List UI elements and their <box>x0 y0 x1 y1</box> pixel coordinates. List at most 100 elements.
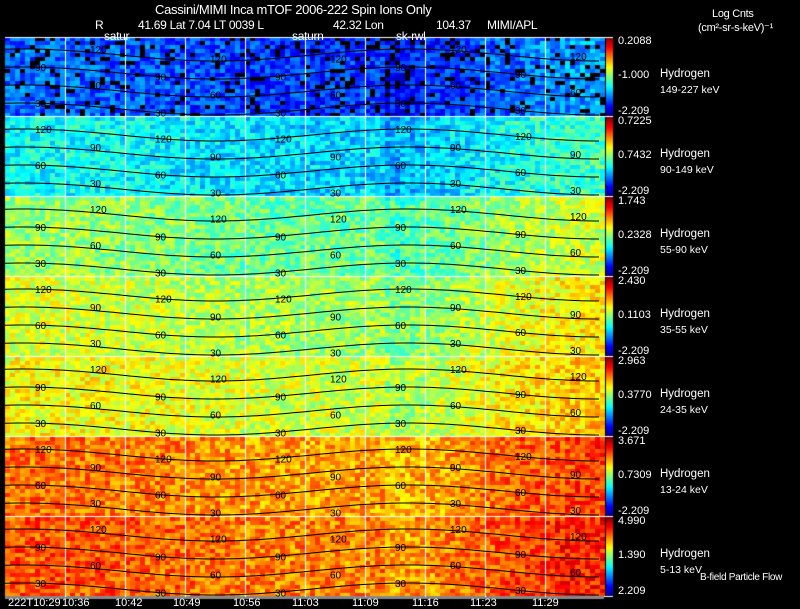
colorbar-max: 2.963 <box>618 355 646 367</box>
colorbar-max: 2.430 <box>618 275 646 287</box>
contour-label: 120 <box>155 454 172 465</box>
colorbar-mid: -1.000 <box>618 69 650 81</box>
contour-label: 30 <box>515 586 527 597</box>
colorbar-max: 1.743 <box>618 195 646 207</box>
contour-label: 30 <box>450 499 462 510</box>
contour-label: 90 <box>275 232 287 243</box>
contour-label: 90 <box>155 552 167 563</box>
contour-label: 60 <box>330 90 342 101</box>
contour-label: 60 <box>210 410 222 421</box>
contour-label: 60 <box>395 481 407 492</box>
contour-label: 120 <box>90 45 107 56</box>
contour-label: 90 <box>35 543 47 554</box>
contour-label: 90 <box>275 72 287 83</box>
contour-line-30 <box>5 343 599 355</box>
contour-line-60 <box>5 245 599 257</box>
contour-label: 60 <box>155 330 167 341</box>
panel-species: Hydrogen <box>660 148 710 160</box>
contour-label: 30 <box>35 419 47 430</box>
contour-label: 120 <box>330 214 347 225</box>
contour-line-90 <box>5 467 599 479</box>
contour-label: 90 <box>330 312 342 323</box>
plot-title: Cassini/MIMI Inca mTOF 2006-222 Spin Ion… <box>155 2 432 17</box>
contour-line-90 <box>5 147 599 159</box>
contour-label: 120 <box>275 134 292 145</box>
contour-line-30 <box>5 423 599 435</box>
contour-label: 90 <box>275 392 287 403</box>
contour-label: 60 <box>330 410 342 421</box>
contour-label: 30 <box>515 426 527 437</box>
x-tick-label: 10:49 <box>173 597 201 609</box>
contour-label: 60 <box>395 161 407 172</box>
contour-line-30 <box>5 103 599 115</box>
colorbar-mid: 0.7309 <box>618 469 652 481</box>
contour-label: 30 <box>275 588 287 599</box>
contour-line-120 <box>5 49 599 61</box>
panel-species: Hydrogen <box>660 228 710 240</box>
panel-energy: 13-24 keV <box>660 484 708 496</box>
contour-label: 120 <box>330 54 347 65</box>
contour-label: 30 <box>35 579 47 590</box>
contour-label: 30 <box>90 179 102 190</box>
contour-line-30 <box>5 263 599 275</box>
contour-label: 90 <box>90 143 102 154</box>
contour-line-120 <box>5 369 599 381</box>
contour-label: 120 <box>35 445 52 456</box>
panel-species: Hydrogen <box>660 468 710 480</box>
x-tick-label: 10:56 <box>233 597 261 609</box>
contour-label: 90 <box>90 303 102 314</box>
colorbar-mid: 0.7432 <box>618 149 652 161</box>
contour-label: 60 <box>570 408 582 419</box>
contour-label: 30 <box>515 106 527 117</box>
contour-label: 90 <box>35 63 47 74</box>
contour-label: 120 <box>395 445 412 456</box>
contour-label: 60 <box>275 330 287 341</box>
contour-label: 120 <box>330 534 347 545</box>
contour-label: 60 <box>570 88 582 99</box>
contour-line-120 <box>5 449 599 461</box>
annotation-skrwl: sk-rwl <box>396 29 426 43</box>
contour-line-120 <box>5 529 599 541</box>
colorbar-min: -2.209 <box>618 425 650 437</box>
contour-label: 90 <box>395 543 407 554</box>
panel-energy: 5-13 keV <box>660 564 703 576</box>
position-line: 41.69 Lat 7.04 LT 0039 L <box>138 18 264 32</box>
contour-label: 30 <box>155 108 167 119</box>
contour-label: 120 <box>90 205 107 216</box>
contour-label: 90 <box>515 550 527 561</box>
contour-label: 30 <box>450 339 462 350</box>
contour-label: 90 <box>515 230 527 241</box>
contour-line-90 <box>5 227 599 239</box>
contour-label: 120 <box>570 52 587 63</box>
contour-line-90 <box>5 547 599 559</box>
contour-label: 30 <box>90 499 102 510</box>
colorbar-title: Log Cnts <box>712 8 754 20</box>
contour-label: 60 <box>155 170 167 181</box>
colorbar-min: 2.209 <box>618 585 646 597</box>
contour-line-120 <box>5 289 599 301</box>
contour-label: 60 <box>515 168 527 179</box>
annotation-saturn: saturn <box>292 29 324 43</box>
contour-label: 120 <box>90 525 107 536</box>
contour-label: 90 <box>35 223 47 234</box>
contour-label: 120 <box>570 372 587 383</box>
contour-label: 60 <box>570 568 582 579</box>
contour-label: 30 <box>155 428 167 439</box>
contour-label: 30 <box>210 348 222 359</box>
colorbar-min: -2.209 <box>618 185 650 197</box>
contour-line-120 <box>5 209 599 221</box>
contour-label: 120 <box>570 212 587 223</box>
contour-label: 120 <box>515 452 532 463</box>
contour-label: 120 <box>395 285 412 296</box>
contour-label: 60 <box>515 328 527 339</box>
contour-label: 120 <box>35 285 52 296</box>
x-tick-label: 10:42 <box>115 597 143 609</box>
contour-label: 90 <box>450 303 462 314</box>
contour-label: 30 <box>450 179 462 190</box>
contour-label: 30 <box>155 268 167 279</box>
contour-label: 120 <box>155 134 172 145</box>
x-tick-label: 11:09 <box>352 597 379 609</box>
contour-label: 30 <box>275 108 287 119</box>
contour-label: 120 <box>210 534 227 545</box>
contour-label: 30 <box>35 99 47 110</box>
